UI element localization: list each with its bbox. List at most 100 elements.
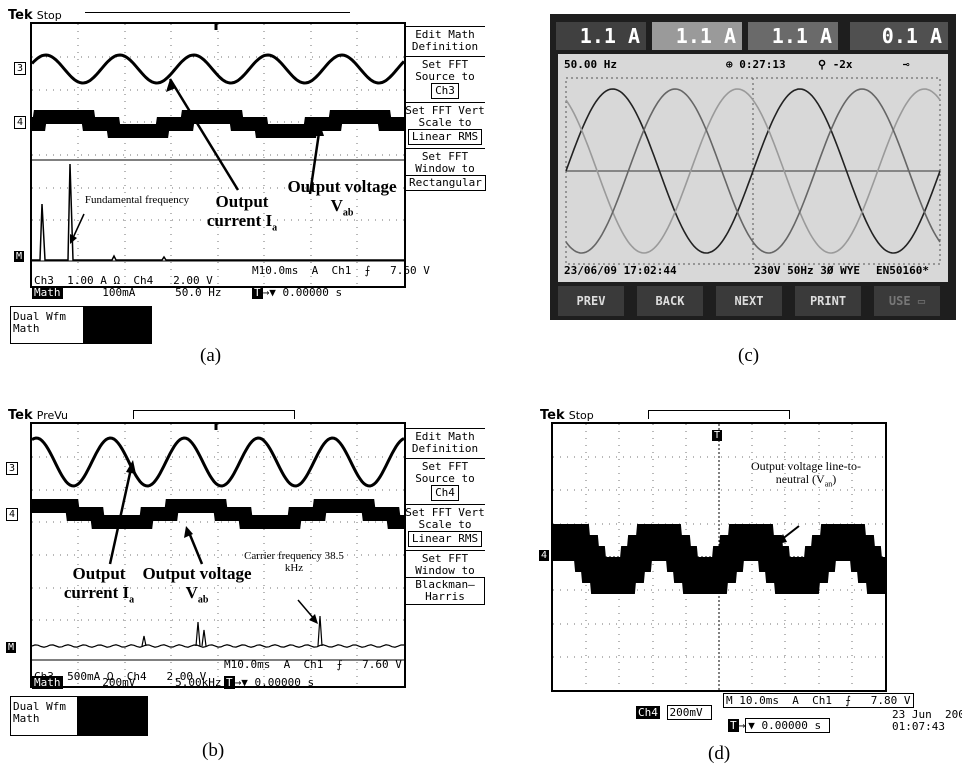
arrow-carrier [297, 599, 316, 621]
voltage-label-text: Output voltage V [142, 564, 252, 602]
van-label-text: Output voltage line-to-neutral (V [751, 459, 861, 486]
menu-edit-math[interactable]: Edit Math Definition [405, 428, 485, 458]
menu-fft-source[interactable]: Set FFT Source to Ch3 [405, 56, 485, 102]
menu-fft-window[interactable]: Set FFT Window to Rectangular [405, 148, 486, 194]
menu-fft-source-label: Set FFT Source to [415, 58, 475, 83]
meter-n-value: 0.1 A [881, 24, 942, 48]
arrow-fundamental [71, 213, 85, 241]
menu-fft-window[interactable]: Set FFT Window to Blackman–Harris [405, 550, 485, 608]
current-label: Output current Ia [197, 192, 287, 237]
menu-fft-window-value: Blackman–Harris [405, 577, 485, 605]
zoom-readout: ⚲ -2x [818, 58, 853, 71]
phase-waveforms [565, 77, 941, 265]
phase-l3-wave [565, 88, 941, 254]
voltage-waveform [553, 524, 885, 594]
ch4-marker: 4 [539, 550, 550, 561]
menu-fft-scale-label: Set FFT Vert Scale to [405, 104, 485, 129]
arrow-voltage [186, 529, 204, 565]
arrow-current [168, 78, 240, 191]
time-value: 17:02:44 [623, 264, 677, 277]
next-button[interactable]: NEXT [716, 286, 782, 316]
current-label: Output current Ia [54, 564, 144, 609]
meter-l1-value: 1.1 A [579, 24, 640, 48]
menu-fft-scale-label: Set FFT Vert Scale to [405, 506, 485, 531]
menu-fft-source-value: Ch4 [431, 485, 459, 501]
analyzer-screen: 50.00 Hz ⊕ 0:27:13 ⚲ -2x ⊸ 23/06/09 17:0… [558, 54, 948, 282]
meter-n: 0.1 A [850, 22, 948, 50]
trigger-readout: T→▼ 0.00000 s [728, 718, 831, 733]
scope-a-screen: Fundamental frequency Output current Ia … [30, 22, 430, 288]
menu-fft-scale[interactable]: Set FFT Vert Scale to Linear RMS [405, 504, 485, 550]
date-value: 23/06/09 [564, 264, 617, 277]
timestamp: 23 Jun 200901:07:43 [892, 709, 962, 733]
voltage-label-sub: ab [197, 594, 209, 606]
math-readout: Math 200mV 5.00kHz [32, 676, 221, 689]
meter-l2-value: 1.1 A [675, 24, 736, 48]
menu-fft-source[interactable]: Set FFT Source to Ch4 [405, 458, 485, 504]
ch3-marker: 3 [6, 462, 18, 475]
timebase-readout: M10.0ms A Ch1 ⨍ 7.60 V [224, 658, 402, 671]
trigger-pos: ▼ 0.00000 s [269, 286, 343, 299]
current-label-sub: a [272, 222, 278, 234]
timebase-readout: M 10.0ms A Ch1 ⨍ 7.80 V [723, 693, 914, 708]
current-waveform [32, 53, 404, 85]
print-button[interactable]: PRINT [795, 286, 861, 316]
meter-l2: 1.1 A [652, 22, 742, 50]
config-readout: 230V 50Hz 3Ø WYE [754, 264, 860, 277]
menu-fft-window-label: Set FFT Window to [415, 150, 475, 175]
caption-b: (b) [202, 740, 225, 761]
ch4-scale: 200mV [666, 705, 712, 720]
dual-wfm-math-button[interactable]: Dual Wfm Math [10, 696, 148, 736]
math-tag: Math [32, 286, 63, 299]
menu-fft-window-label: Set FFT Window to [415, 552, 475, 577]
scope-a-waveforms [32, 24, 404, 286]
math-readout: Math 100mA 50.0 Hz [32, 286, 221, 299]
timestamp-date: 23 Jun 2009 [892, 708, 962, 721]
menu-fft-scale-value: Linear RMS [407, 531, 483, 547]
voltage-label-sub: ab [342, 207, 354, 219]
van-label-end: ) [832, 472, 837, 486]
caption-c: (c) [738, 345, 760, 366]
zoom-value: -2x [832, 58, 853, 71]
menu-fft-scale-value: Linear RMS [407, 129, 483, 145]
current-label-sub: a [129, 594, 135, 606]
scope-b-screen: Carrier frequency 38.5 kHz Output curren… [30, 422, 406, 688]
dual-wfm-math-button[interactable]: Dual Wfm Math [10, 306, 152, 344]
menu-edit-math[interactable]: Edit Math Definition [405, 26, 485, 56]
fundamental-label: Fundamental frequency [84, 194, 190, 206]
voltage-label: Output voltage Vab [287, 177, 397, 222]
menu-fft-scale[interactable]: Set FFT Vert Scale to Linear RMS [405, 102, 485, 148]
trigger-pos: ▼ 0.00000 s [745, 718, 831, 733]
back-button[interactable]: BACK [637, 286, 703, 316]
clock-value: 0:27:13 [739, 58, 786, 71]
phase-l2-wave [565, 88, 941, 254]
prev-button[interactable]: PREV [558, 286, 624, 316]
arrow-voltage [308, 125, 322, 195]
math-tag: Math [32, 676, 63, 689]
van-label: Output voltage line-to-neutral (Van) [751, 460, 861, 490]
clock-readout: ⊕ 0:27:13 [726, 58, 786, 71]
scope-d-waveforms [553, 424, 885, 690]
ch4-marker: 4 [14, 116, 26, 129]
fft-spectrum [32, 615, 404, 648]
math-scale: 200mV 5.00kHz [62, 676, 222, 689]
current-label-text: Output current I [206, 192, 273, 230]
scope-b-waveforms [32, 424, 404, 686]
meter-l3: 1.1 A [748, 22, 838, 50]
math-marker: M [14, 251, 25, 262]
use-button[interactable]: USE ▭ [874, 286, 940, 316]
use-label: USE [888, 294, 911, 308]
record-bar [648, 410, 790, 419]
menu-b: Edit Math Definition Set FFT Source to Ch… [405, 428, 485, 608]
caption-a: (a) [200, 345, 222, 366]
scope-d-screen: Output voltage line-to-neutral (Van) [551, 422, 887, 692]
menu-fft-source-value: Ch3 [431, 83, 459, 99]
voltage-waveform [32, 499, 404, 529]
fft-spectrum [32, 163, 404, 261]
ch4-marker: 4 [6, 508, 18, 521]
tek-brand: Tek [540, 408, 565, 423]
dual-label: Dual Wfm Math [13, 310, 66, 335]
timebase-readout: M10.0ms A Ch1 ⨍ 7.60 V [252, 264, 430, 277]
dual-label: Dual Wfm Math [13, 700, 66, 725]
ch-scale-readout: Ch3 1.00 A Ω Ch4 2.00 V [34, 274, 213, 287]
